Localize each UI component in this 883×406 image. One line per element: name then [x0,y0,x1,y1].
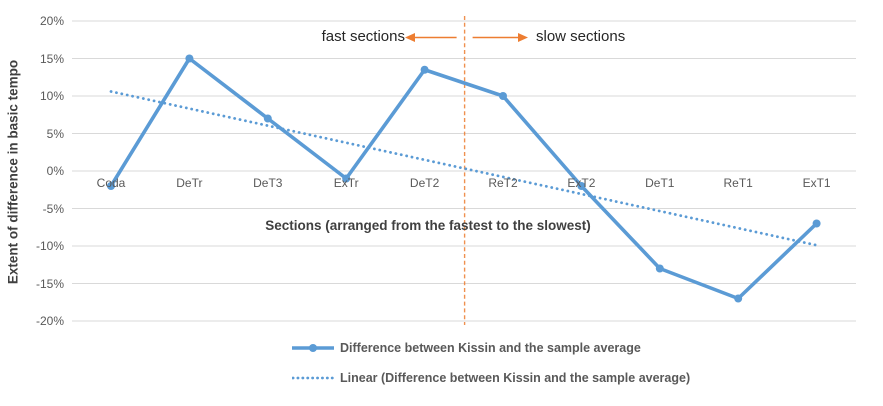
x-axis-category-label: DeT3 [253,176,283,190]
fast-sections-annotation: fast sections [321,28,405,45]
series-line-key-icon [292,344,334,352]
y-axis-tick-label: -20% [35,314,64,328]
y-axis-tick-label: 20% [39,14,64,28]
series-line [109,56,819,301]
y-axis-title: Extent of difference in basic tempo [5,59,21,285]
y-axis-tick-label: 5% [46,126,64,141]
series-marker [185,54,194,63]
x-axis-category-label: ExT2 [567,176,596,190]
y-axis-tick-label: -5% [42,201,64,216]
legend-item-series: Difference between Kissin and the sample… [292,340,690,356]
x-axis-category-label: ReT1 [723,176,753,190]
slow-sections-annotation: slow sections [536,28,626,45]
series-marker [577,182,586,190]
slow-arrowhead-icon [518,33,528,42]
series-marker [263,114,272,123]
x-axis-category-label: ExTr [333,176,359,190]
x-axis-category-label: ExT1 [802,176,831,190]
series-marker [107,182,115,190]
series-marker [734,294,743,303]
legend-series-label: Difference between Kissin and the sample… [340,341,641,355]
y-axis-tick-label: 0% [46,164,64,178]
series-marker [812,219,821,228]
series-marker [420,65,429,74]
x-axis-category-label: DeT1 [645,176,675,190]
x-axis-category-label: ReT2 [488,176,518,190]
x-axis-category-label: DeTr [176,176,203,190]
y-axis-tick-label: 10% [39,89,64,103]
trend-dotted-key-icon [292,376,334,380]
x-axis-category-label: DeT2 [409,176,440,190]
legend-trend-label: Linear (Difference between Kissin and th… [340,371,691,385]
fast-arrowhead-icon [405,33,415,42]
y-axis-tick-label: 15% [39,51,64,66]
y-axis-tick-label: -10% [35,239,64,253]
x-axis-title: Sections (arranged from the fastest to t… [265,218,591,233]
legend-item-trend: Linear (Difference between Kissin and th… [292,370,690,386]
y-axis-tick-label: -15% [35,276,64,291]
chart-legend: Difference between Kissin and the sample… [292,340,690,400]
x-axis-category-label: Coda [96,176,126,190]
series-marker [499,92,507,100]
series-marker [655,264,664,273]
trendline [109,90,818,247]
series-marker [342,174,351,183]
